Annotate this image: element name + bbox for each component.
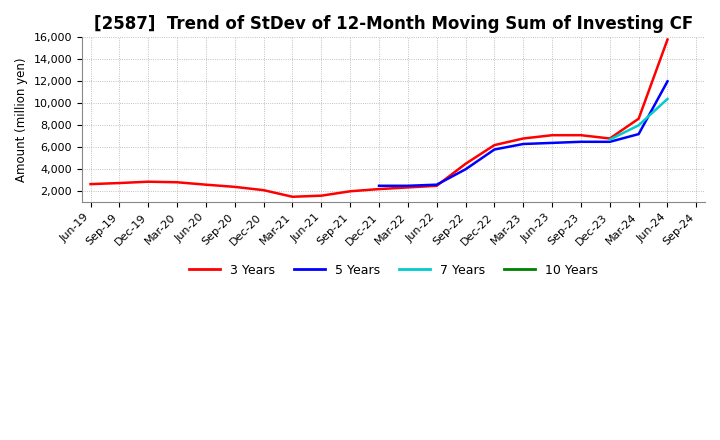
Legend: 3 Years, 5 Years, 7 Years, 10 Years: 3 Years, 5 Years, 7 Years, 10 Years xyxy=(184,259,603,282)
Title: [2587]  Trend of StDev of 12-Month Moving Sum of Investing CF: [2587] Trend of StDev of 12-Month Moving… xyxy=(94,15,693,33)
Y-axis label: Amount (million yen): Amount (million yen) xyxy=(15,58,28,182)
